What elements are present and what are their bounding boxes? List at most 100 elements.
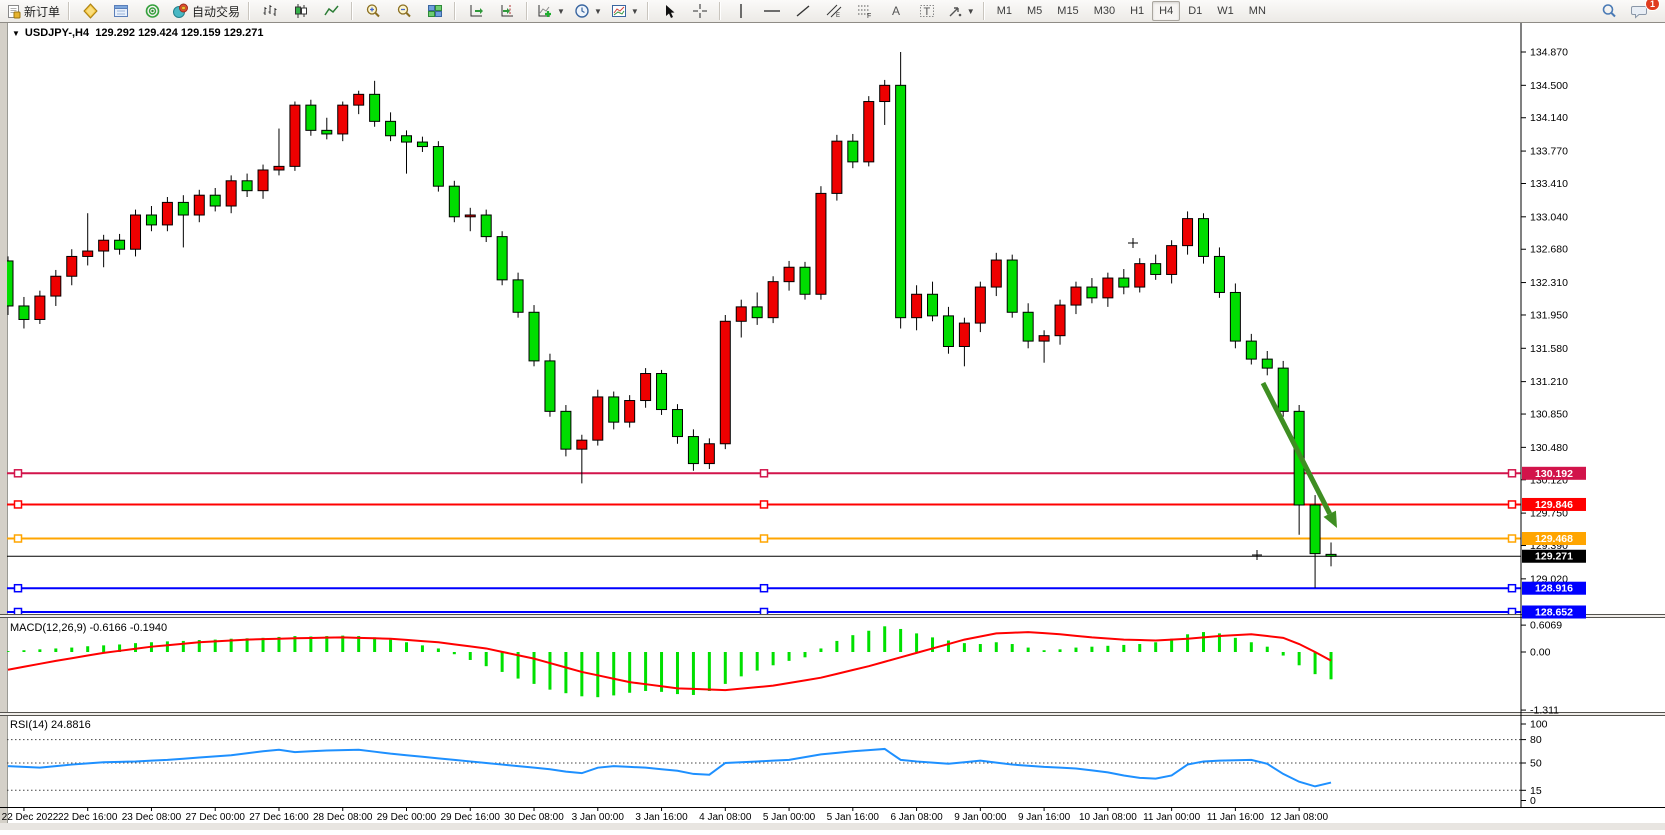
- timeframe-m5[interactable]: M5: [1027, 5, 1043, 17]
- svg-text:28 Dec 08:00: 28 Dec 08:00: [313, 812, 373, 823]
- arrows-button[interactable]: ▼: [943, 0, 979, 22]
- tile-windows-button[interactable]: [420, 0, 450, 22]
- timeframe-h1[interactable]: H1: [1130, 5, 1145, 17]
- timeframe-m15[interactable]: M15: [1057, 5, 1079, 17]
- price-badge-129.468: [1522, 532, 1586, 546]
- chart-shift-icon: [501, 5, 514, 17]
- macd-panel: [7, 626, 1333, 698]
- cross-marker[interactable]: [1128, 238, 1138, 248]
- indicators-icon: [538, 5, 552, 17]
- bottom-strip: [0, 823, 1665, 830]
- bar-chart-button[interactable]: [255, 0, 285, 22]
- autotrade-icon: [173, 3, 189, 18]
- svg-text:100: 100: [1530, 719, 1548, 731]
- equidistant-channel-button[interactable]: E: [819, 0, 849, 22]
- svg-text:130.192: 130.192: [1535, 468, 1573, 480]
- svg-text:0.00: 0.00: [1530, 647, 1551, 659]
- rsi-line: [7, 747, 1332, 788]
- vertical-line-button[interactable]: [726, 0, 756, 22]
- svg-text:22 Dec 2022: 22 Dec 2022: [2, 812, 59, 823]
- toolbar-separator: [526, 2, 530, 20]
- crosshair-button[interactable]: [685, 0, 715, 22]
- line-handle[interactable]: [1507, 469, 1517, 478]
- svg-text:80: 80: [1530, 734, 1542, 746]
- line-chart-button[interactable]: [317, 0, 347, 22]
- autotrade-label: 自动交易: [192, 4, 241, 19]
- line-handle[interactable]: [1507, 500, 1517, 509]
- indicators-button[interactable]: ▼: [533, 0, 569, 22]
- line-handle[interactable]: [759, 500, 769, 509]
- text-button[interactable]: A: [881, 0, 911, 22]
- navigator-button[interactable]: [137, 0, 167, 22]
- chart-canvas[interactable]: 134.870 134.500 134.140 133.770 133.410 133.0…: [0, 23, 1665, 830]
- line-handle[interactable]: [1507, 534, 1517, 543]
- chart-shift-button[interactable]: [492, 0, 522, 22]
- svg-text:27 Dec 16:00: 27 Dec 16:00: [249, 812, 309, 823]
- line-handle[interactable]: [759, 583, 769, 593]
- search-button[interactable]: [1594, 0, 1624, 22]
- zoom-out-button[interactable]: [389, 0, 419, 22]
- price-badge-128.652: [1522, 605, 1586, 619]
- fibonacci-icon: F: [857, 5, 871, 19]
- chat-button[interactable]: 1: [1625, 0, 1660, 22]
- svg-text:133.410: 133.410: [1530, 178, 1568, 190]
- tile-windows-icon: [428, 5, 443, 17]
- svg-text:129.271: 129.271: [1535, 551, 1573, 563]
- line-handle[interactable]: [13, 469, 23, 478]
- svg-text:-1.311: -1.311: [1530, 705, 1559, 717]
- trendline-button[interactable]: [788, 0, 818, 22]
- left-border-strip: [0, 23, 7, 823]
- svg-text:132.310: 132.310: [1530, 277, 1568, 289]
- svg-text:129.846: 129.846: [1535, 499, 1573, 511]
- panel-splitter[interactable]: [0, 712, 1665, 716]
- cursor-button[interactable]: [654, 0, 684, 22]
- svg-text:131.210: 131.210: [1530, 376, 1568, 388]
- auto-scroll-button[interactable]: [461, 0, 491, 22]
- toolbar-separator: [248, 2, 252, 20]
- dropdown-caret: ▼: [557, 6, 565, 16]
- line-handle[interactable]: [759, 534, 769, 543]
- trend-arrow-head[interactable]: [1323, 510, 1337, 528]
- timeframe-d1[interactable]: D1: [1188, 5, 1203, 17]
- svg-text:5 Jan 00:00: 5 Jan 00:00: [763, 812, 816, 823]
- line-handle[interactable]: [759, 469, 769, 478]
- cursor-icon: [665, 4, 675, 18]
- timeframe-m1[interactable]: M1: [996, 5, 1012, 17]
- line-handle[interactable]: [13, 500, 23, 509]
- plot-region: [7, 52, 1521, 617]
- svg-text:15: 15: [1530, 785, 1542, 797]
- timeframe-m30[interactable]: M30: [1093, 5, 1116, 17]
- trend-arrow[interactable]: [1260, 381, 1332, 515]
- svg-text:4 Jan 08:00: 4 Jan 08:00: [699, 812, 752, 823]
- timeframe-mn[interactable]: MN: [1248, 5, 1266, 17]
- dropdown-caret: ▼: [630, 6, 639, 16]
- autotrade-button[interactable]: 自动交易: [168, 0, 244, 22]
- horizontal-line-button[interactable]: [757, 0, 787, 22]
- dropdown-caret: ▼: [966, 6, 975, 16]
- timeframe-w1[interactable]: W1: [1217, 5, 1234, 17]
- svg-text:29 Dec 16:00: 29 Dec 16:00: [441, 812, 501, 823]
- candlestick-chart-button[interactable]: [286, 0, 316, 22]
- market-watch-button[interactable]: [75, 0, 105, 22]
- data-window-button[interactable]: [106, 0, 136, 22]
- timeframe-h4[interactable]: H4: [1152, 1, 1181, 21]
- fibonacci-button[interactable]: F: [850, 0, 880, 22]
- line-handle[interactable]: [13, 583, 23, 593]
- cross-marker[interactable]: [1252, 550, 1262, 560]
- toolbar-separator: [646, 2, 650, 20]
- periods-button[interactable]: ▼: [570, 0, 606, 22]
- auto-scroll-icon: [470, 5, 484, 17]
- new-order-button[interactable]: 新订单: [2, 0, 64, 22]
- templates-button[interactable]: ▼: [607, 0, 643, 22]
- line-handle[interactable]: [1507, 583, 1517, 593]
- zoom-in-button[interactable]: [358, 0, 388, 22]
- line-handle[interactable]: [13, 534, 23, 543]
- text-label-button[interactable]: T: [912, 0, 942, 22]
- toolbar: 新订单: [0, 0, 1665, 23]
- svg-text:134.500: 134.500: [1530, 80, 1568, 92]
- svg-text:5 Jan 16:00: 5 Jan 16:00: [827, 812, 880, 823]
- navigator-icon: [145, 4, 159, 18]
- panel-splitter[interactable]: [0, 614, 1665, 618]
- svg-text:T: T: [923, 6, 930, 18]
- svg-text:130.480: 130.480: [1530, 442, 1568, 454]
